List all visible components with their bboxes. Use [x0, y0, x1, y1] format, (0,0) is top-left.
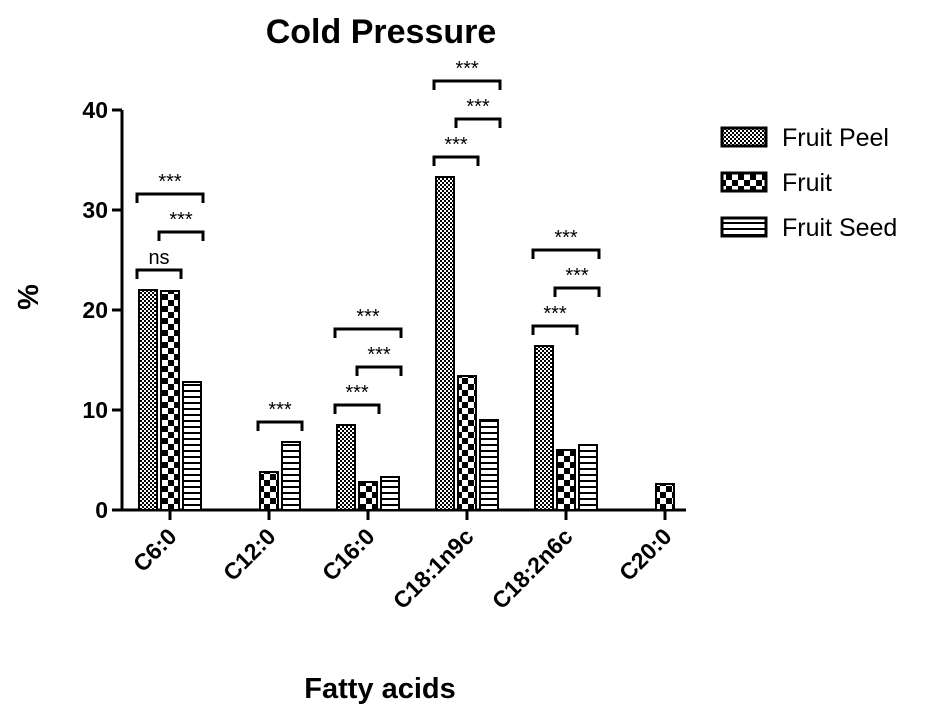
significance-bracket [355, 365, 403, 376]
y-axis: 0 10 20 30 40 [82, 97, 124, 523]
bar-fruit [655, 483, 675, 511]
legend-swatch-fruit-peel [720, 126, 768, 148]
x-tick-label: C12:0 [218, 523, 281, 586]
bar-fruit [160, 290, 180, 511]
x-tick-label: C16:0 [317, 523, 380, 586]
significance-bracket [157, 230, 205, 241]
significance-bracket [256, 420, 304, 431]
x-tick-label: C18:1n9c [388, 523, 479, 614]
y-tick-label: 30 [82, 197, 108, 223]
bars [138, 176, 675, 511]
x-tick-label: C20:0 [614, 523, 677, 586]
x-tick-label: C6:0 [128, 523, 182, 577]
x-tick-label: C18:2n6c [487, 523, 578, 614]
bar-fruit-peel [138, 289, 158, 511]
significance-bracket [454, 117, 502, 128]
significance-bracket [432, 155, 480, 166]
bar-fruit-peel [435, 176, 455, 511]
significance-annotations: ns************************************ [135, 58, 601, 431]
significance-label: *** [565, 265, 589, 287]
bar-fruit-peel [534, 345, 554, 511]
significance-label: *** [444, 134, 468, 156]
bar-fruit-seed [281, 441, 301, 511]
bar-fruit-seed [182, 381, 202, 511]
significance-bracket [135, 268, 183, 279]
significance-bracket [333, 403, 381, 414]
bar-fruit-seed [578, 444, 598, 511]
significance-label: *** [345, 382, 369, 404]
bar-fruit-seed [479, 419, 499, 511]
bar-fruit [358, 481, 378, 511]
bar-fruit-seed [380, 476, 400, 511]
y-tick-label: 0 [95, 497, 108, 523]
significance-label: *** [543, 303, 567, 325]
significance-bracket [333, 327, 403, 338]
significance-bracket [432, 79, 502, 90]
chart-title: Cold Pressure [266, 13, 497, 51]
legend-label: Fruit [782, 169, 832, 197]
significance-label: *** [268, 399, 292, 421]
bar-fruit-peel [336, 424, 356, 511]
bar-fruit [556, 449, 576, 511]
y-tick-label: 10 [82, 397, 108, 423]
significance-label: *** [466, 96, 490, 118]
y-tick-label: 40 [82, 97, 108, 123]
significance-label: *** [554, 227, 578, 249]
bar-fruit [259, 471, 279, 511]
legend-swatch-fruit [720, 171, 768, 193]
bar-fruit [457, 375, 477, 511]
significance-bracket [553, 286, 601, 297]
legend: Fruit Peel Fruit Fruit Seed [720, 124, 897, 242]
x-axis-title: Fatty acids [304, 673, 456, 705]
significance-label: *** [455, 58, 479, 80]
legend-label: Fruit Seed [782, 214, 897, 242]
significance-label: *** [356, 306, 380, 328]
legend-label: Fruit Peel [782, 124, 889, 152]
significance-label: *** [158, 171, 182, 193]
y-axis-title: % [13, 284, 45, 310]
x-axis: C6:0 C12:0 C16:0 C18:1n9c C18:2n6c C20:0 [121, 508, 686, 614]
significance-bracket [531, 248, 601, 259]
significance-label: ns [148, 247, 169, 269]
legend-swatch-fruit-seed [720, 216, 768, 238]
y-tick-label: 20 [82, 297, 108, 323]
significance-bracket [531, 324, 579, 335]
significance-label: *** [367, 344, 391, 366]
significance-bracket [135, 192, 205, 203]
significance-label: *** [169, 209, 193, 231]
